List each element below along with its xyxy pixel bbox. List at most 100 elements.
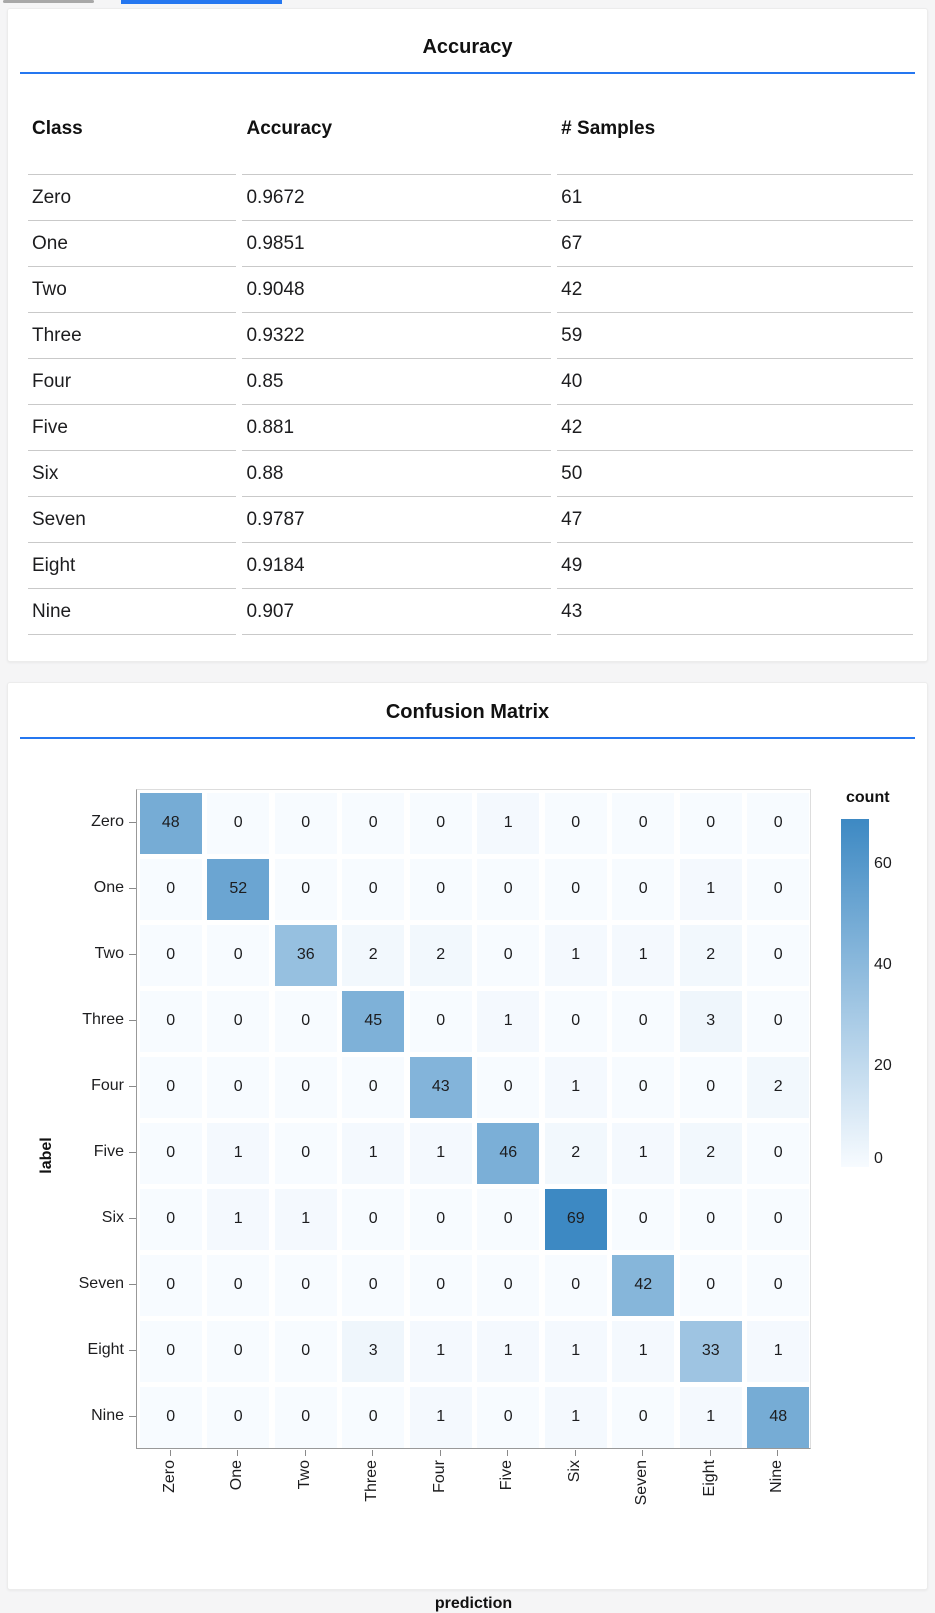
heatmap-cell: 0 bbox=[207, 990, 270, 1052]
cell-samples: 61 bbox=[557, 175, 913, 221]
heatmap-cell: 0 bbox=[207, 1320, 270, 1382]
x-axis-tick-label: Seven bbox=[633, 1460, 651, 1506]
heatmap-cell: 33 bbox=[679, 1320, 742, 1382]
heatmap-cell: 0 bbox=[544, 990, 607, 1052]
active-tab-indicator[interactable] bbox=[121, 0, 282, 4]
heatmap-cell: 0 bbox=[544, 858, 607, 920]
heatmap-cell: 2 bbox=[544, 1122, 607, 1184]
table-row: Five 0.881 42 bbox=[28, 405, 913, 451]
heatmap-cell: 0 bbox=[612, 1056, 675, 1118]
cell-samples: 49 bbox=[557, 543, 913, 589]
x-axis-tick-label: Eight bbox=[700, 1460, 718, 1497]
table-row: Four 0.85 40 bbox=[28, 359, 913, 405]
legend-tick-label: 0 bbox=[874, 1150, 883, 1167]
x-axis-tick-label: Six bbox=[565, 1460, 583, 1483]
heatmap-cell: 0 bbox=[612, 1386, 675, 1448]
cell-samples: 47 bbox=[557, 497, 913, 543]
x-axis-tick bbox=[439, 1450, 441, 1456]
heatmap-cell: 1 bbox=[409, 1122, 472, 1184]
cell-accuracy: 0.9048 bbox=[242, 267, 552, 313]
heatmap-cell: 0 bbox=[274, 858, 337, 920]
heatmap-cell: 0 bbox=[679, 1254, 742, 1316]
legend-tick-label: 20 bbox=[874, 1057, 892, 1075]
heatmap-cell: 1 bbox=[612, 1122, 675, 1184]
x-axis-tick bbox=[237, 1450, 239, 1456]
y-axis-tick bbox=[129, 954, 136, 955]
heatmap-cell: 1 bbox=[544, 924, 607, 986]
heatmap-cell: 0 bbox=[342, 1386, 405, 1448]
heatmap-cell: 48 bbox=[139, 792, 202, 854]
table-row: Seven 0.9787 47 bbox=[28, 497, 913, 543]
x-axis-title: prediction bbox=[434, 1595, 513, 1612]
heatmap-cell: 0 bbox=[747, 858, 810, 920]
heatmap-cell: 1 bbox=[612, 1320, 675, 1382]
heatmap-cell: 1 bbox=[274, 1188, 337, 1250]
heatmap-cell: 1 bbox=[679, 858, 742, 920]
confusion-matrix-heatmap: 48 0 0 0 0 1 0 0 0 0 0 52 0 0 0 0 0 0 1 0 0 0 36 2 2 0 1 1 2 0 0 0 0 45 0 1… bbox=[8, 739, 929, 1612]
cell-samples: 42 bbox=[557, 405, 913, 451]
column-header-samples: # Samples bbox=[557, 74, 913, 175]
cell-accuracy: 0.9851 bbox=[242, 221, 552, 267]
heatmap-cell: 0 bbox=[342, 792, 405, 854]
heatmap-cell: 1 bbox=[544, 1056, 607, 1118]
y-axis-tick bbox=[129, 1218, 136, 1219]
heatmap-cell: 0 bbox=[477, 1188, 540, 1250]
x-axis-tick bbox=[169, 1450, 171, 1456]
x-axis-tick bbox=[507, 1450, 509, 1456]
heatmap-cell: 0 bbox=[747, 1254, 810, 1316]
cell-class: Two bbox=[28, 267, 237, 313]
y-axis-tick bbox=[129, 822, 136, 823]
heatmap-cell: 1 bbox=[477, 792, 540, 854]
x-axis-tick-label: Five bbox=[498, 1460, 516, 1491]
y-axis-tick bbox=[129, 1020, 136, 1021]
heatmap-cell: 0 bbox=[139, 1122, 202, 1184]
y-axis-tick bbox=[129, 1284, 136, 1285]
column-header-accuracy: Accuracy bbox=[242, 74, 552, 175]
heatmap-cell: 46 bbox=[477, 1122, 540, 1184]
heatmap-cell: 0 bbox=[342, 858, 405, 920]
cell-accuracy: 0.9184 bbox=[242, 543, 552, 589]
heatmap-cell: 1 bbox=[409, 1320, 472, 1382]
heatmap-cell: 0 bbox=[544, 792, 607, 854]
heatmap-cell: 1 bbox=[544, 1320, 607, 1382]
y-axis-tick-label: Three bbox=[82, 1011, 124, 1028]
cell-samples: 40 bbox=[557, 359, 913, 405]
heatmap-cell: 1 bbox=[544, 1386, 607, 1448]
heatmap-cell: 0 bbox=[679, 792, 742, 854]
y-axis-tick bbox=[129, 1416, 136, 1417]
y-axis-tick bbox=[129, 1086, 136, 1087]
heatmap-cell: 0 bbox=[139, 990, 202, 1052]
heatmap-cell: 48 bbox=[747, 1386, 810, 1448]
heatmap-cell: 43 bbox=[409, 1056, 472, 1118]
heatmap-cell: 0 bbox=[207, 792, 270, 854]
x-axis-tick bbox=[372, 1450, 374, 1456]
x-axis-tick-label: Four bbox=[430, 1460, 448, 1493]
heatmap-cell: 0 bbox=[544, 1254, 607, 1316]
heatmap-cell: 3 bbox=[342, 1320, 405, 1382]
heatmap-cell: 0 bbox=[747, 1122, 810, 1184]
accuracy-table-header-row: Class Accuracy # Samples bbox=[28, 74, 913, 175]
table-row: Three 0.9322 59 bbox=[28, 313, 913, 359]
heatmap-cell: 0 bbox=[342, 1188, 405, 1250]
accuracy-table: Class Accuracy # Samples Zero 0.9672 61 One… bbox=[22, 74, 919, 635]
heatmap-cell: 2 bbox=[409, 924, 472, 986]
heatmap-cell: 0 bbox=[747, 792, 810, 854]
accuracy-title-divider bbox=[20, 72, 915, 74]
heatmap-cell: 0 bbox=[207, 1386, 270, 1448]
heatmap-cell: 0 bbox=[139, 1320, 202, 1382]
cell-class: Four bbox=[28, 359, 237, 405]
legend-title: count bbox=[846, 789, 890, 806]
cell-class: One bbox=[28, 221, 237, 267]
cell-accuracy: 0.9322 bbox=[242, 313, 552, 359]
heatmap-cell: 0 bbox=[139, 1386, 202, 1448]
x-axis-tick-label: Two bbox=[295, 1460, 313, 1490]
heatmap-cell: 42 bbox=[612, 1254, 675, 1316]
cell-samples: 43 bbox=[557, 589, 913, 635]
y-axis-tick-label: Six bbox=[101, 1209, 124, 1226]
heatmap-cell: 0 bbox=[477, 858, 540, 920]
x-axis-tick-label: Zero bbox=[160, 1460, 178, 1493]
cell-samples: 67 bbox=[557, 221, 913, 267]
heatmap-cell: 0 bbox=[139, 924, 202, 986]
horizontal-scrollbar-thumb[interactable] bbox=[3, 0, 94, 3]
